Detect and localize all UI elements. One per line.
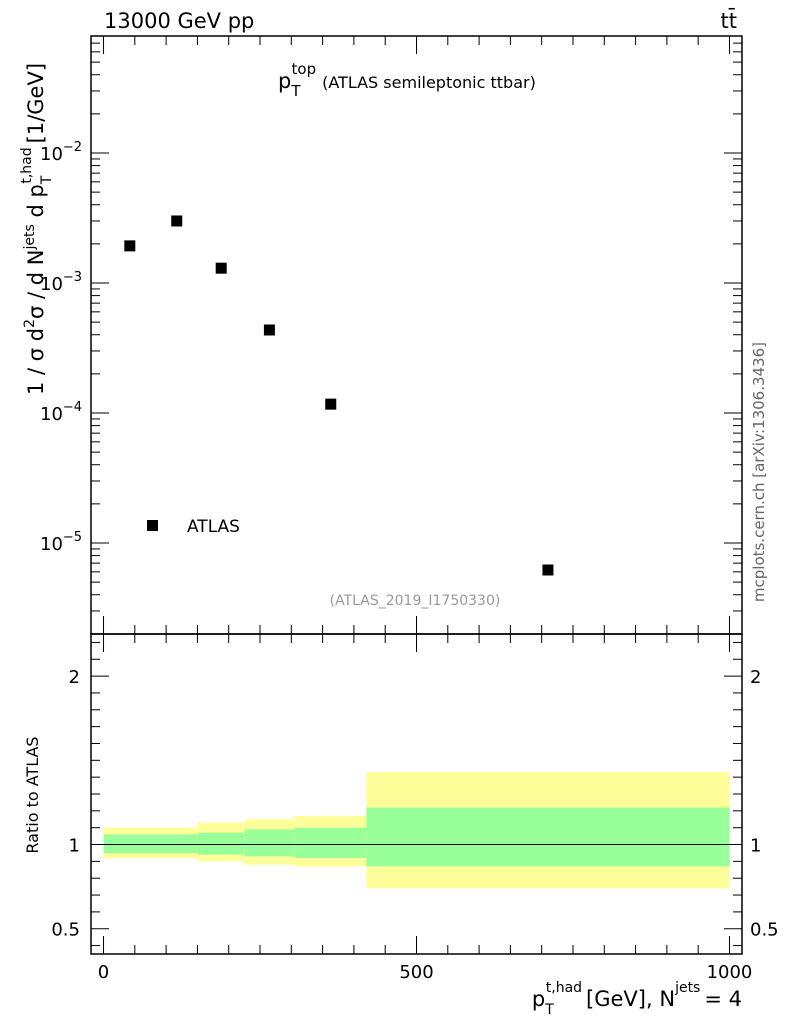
- ratio-band-green: [197, 832, 245, 855]
- process-label: tt̄: [721, 8, 737, 33]
- data-point: [171, 215, 183, 227]
- main-title: pTtop(ATLAS semileptonic ttbar): [278, 60, 536, 100]
- y-tick-label: 10−2: [40, 140, 82, 165]
- x-tick-label: 500: [399, 962, 433, 983]
- ratio-band-green: [244, 829, 295, 857]
- x-axis-label: pTt,had [GeV], Njets = 4: [532, 980, 742, 1018]
- x-tick-label: 0: [98, 962, 109, 983]
- x-axis-tick-labels: 0 500 1000: [98, 962, 753, 983]
- ratio-band-green: [366, 807, 730, 867]
- data-point: [325, 398, 337, 410]
- ratio-plot-tick-labels: 2 2 1 1 0.5 0.5: [51, 667, 778, 941]
- data-point: [542, 564, 554, 576]
- ratio-y-tick-label-right: 2: [750, 667, 761, 688]
- energy-label: 13000 GeV pp: [104, 9, 254, 33]
- ratio-uncertainty-bands: [103, 772, 730, 889]
- ratio-y-tick-label-left: 0.5: [51, 920, 80, 941]
- analysis-id: (ATLAS_2019_I1750330): [330, 593, 501, 609]
- legend-label-atlas: ATLAS: [187, 517, 240, 537]
- legend-marker-atlas: [147, 520, 158, 531]
- x-tick-label: 1000: [707, 962, 753, 983]
- ratio-y-axis-label: Ratio to ATLAS: [23, 736, 42, 853]
- ratio-y-tick-label-right: 1: [750, 836, 761, 857]
- ratio-y-tick-label-left: 1: [69, 836, 80, 857]
- data-point: [263, 324, 275, 336]
- data-point: [215, 262, 227, 274]
- y-tick-label: 10−5: [40, 530, 82, 555]
- data-point: [124, 240, 136, 252]
- main-plot-tick-labels: 10−2 10−3 10−4 10−5: [40, 140, 82, 555]
- ratio-band-green: [294, 827, 367, 858]
- y-tick-label: 10−4: [40, 400, 82, 425]
- main-plot-frame: [90, 35, 743, 635]
- main-plot-ticks: [91, 36, 742, 635]
- ratio-band-green: [103, 834, 198, 853]
- ratio-y-tick-label-left: 2: [69, 667, 80, 688]
- atlas-data-points: [124, 215, 554, 576]
- main-y-axis-label: 1 / σ d2σ / d Njets d pTt,had[1/GeV]: [19, 63, 55, 395]
- y-tick-label: 10−3: [40, 270, 82, 295]
- ratio-y-tick-label-right: 0.5: [750, 920, 779, 941]
- watermark: mcplots.cern.ch [arXiv:1306.3436]: [750, 342, 768, 602]
- ratio-plot-ticks: [91, 634, 742, 954]
